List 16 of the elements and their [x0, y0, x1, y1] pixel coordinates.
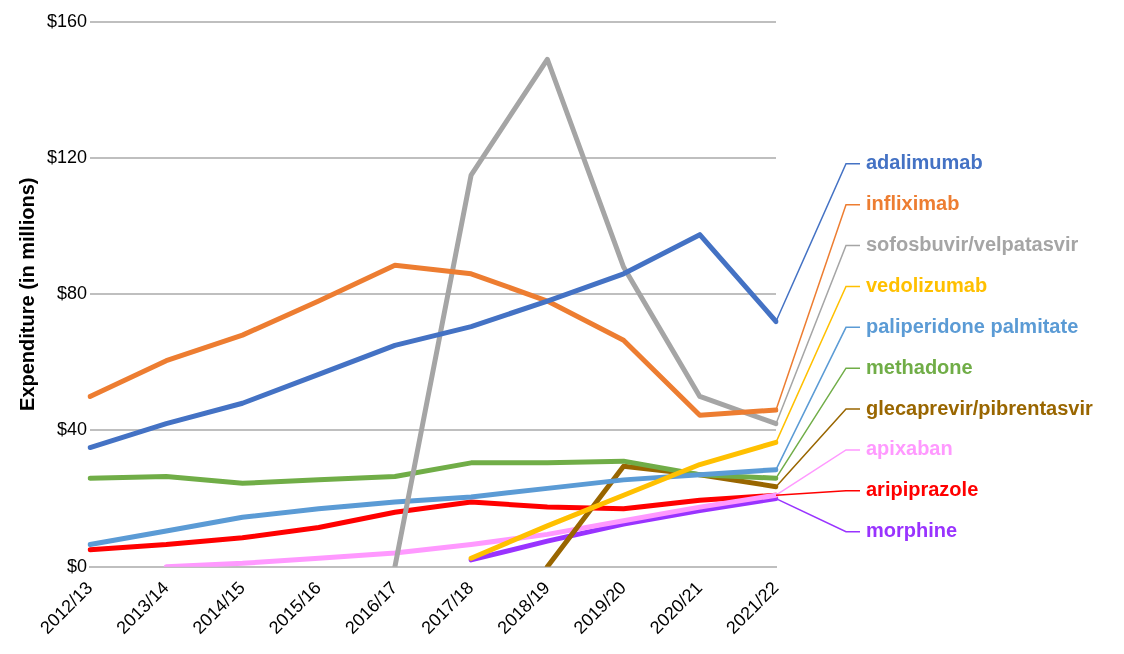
y-tick-label: $0 — [67, 555, 88, 576]
text: paliperidone palmitate — [866, 314, 1079, 337]
text: sofosbuvir/velpatasvir — [866, 233, 1079, 256]
text: glecaprevir/pibrentasvir — [866, 396, 1093, 419]
text: methadone — [866, 355, 973, 378]
text: adalimumab — [866, 151, 983, 174]
y-tick-label: $160 — [47, 10, 88, 31]
text: infliximab — [866, 192, 960, 215]
text: apixaban — [866, 437, 953, 460]
y-axis-title: Expenditure (in millions) — [15, 177, 38, 411]
y-tick-label: $80 — [57, 283, 88, 304]
legend-label: aripiprazole — [866, 478, 979, 501]
text: morphine — [866, 519, 958, 542]
text: vedolizumab — [866, 273, 988, 296]
y-tick-label: $40 — [57, 419, 88, 440]
y-tick-label: $120 — [47, 147, 88, 167]
